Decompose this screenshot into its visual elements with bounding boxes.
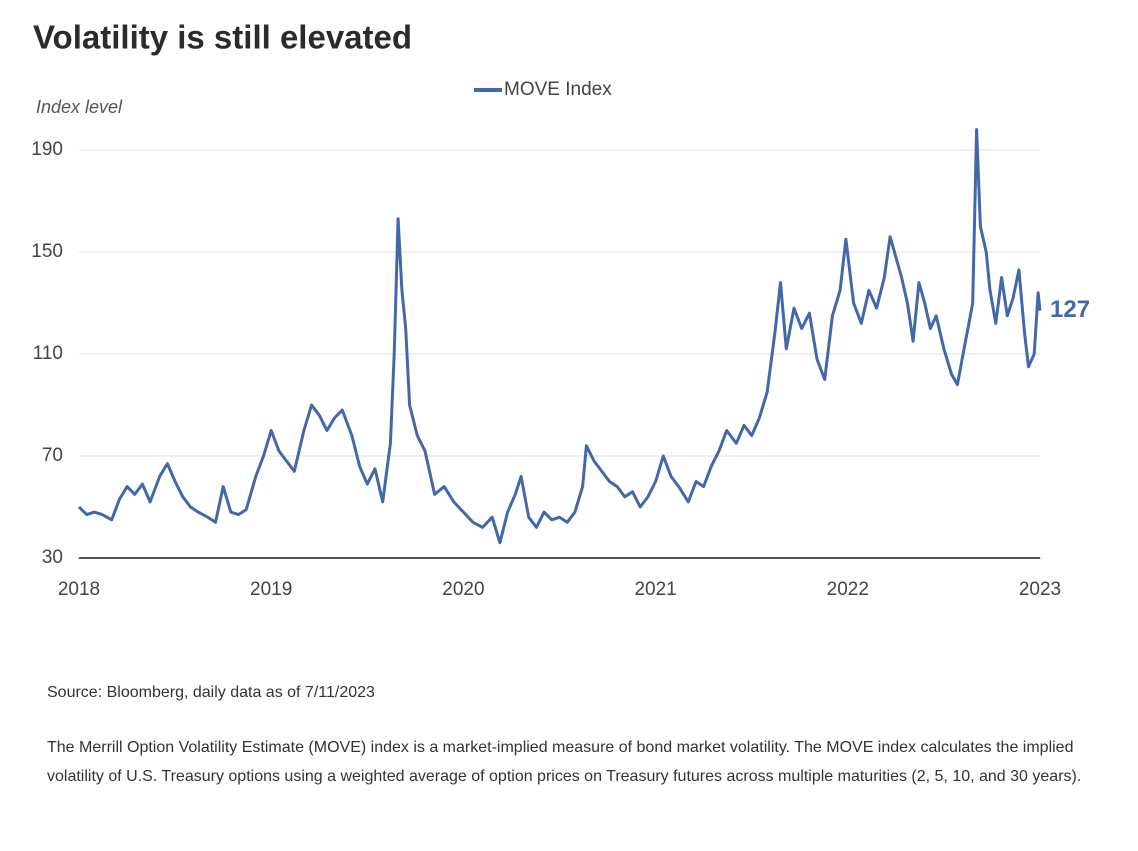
chart: Volatility is still elevated Index level… bbox=[31, 19, 1090, 600]
x-tick-label: 2020 bbox=[442, 579, 484, 600]
chart-title: Volatility is still elevated bbox=[33, 19, 412, 56]
y-tick-label: 150 bbox=[31, 241, 63, 262]
y-tick-label: 70 bbox=[42, 445, 63, 466]
x-tick-label: 2021 bbox=[634, 579, 676, 600]
legend: MOVE Index bbox=[474, 79, 612, 100]
y-axis-label: Index level bbox=[36, 97, 123, 117]
x-tick-label: 2019 bbox=[250, 579, 292, 600]
y-tick-label: 30 bbox=[42, 547, 63, 568]
x-tick-label: 2023 bbox=[1019, 579, 1061, 600]
y-tick-label: 190 bbox=[31, 139, 63, 160]
legend-label: MOVE Index bbox=[504, 79, 612, 100]
end-value-label: 127 bbox=[1050, 296, 1090, 323]
data-line bbox=[77, 128, 1042, 545]
x-tick-label: 2018 bbox=[58, 579, 100, 600]
description: The Merrill Option Volatility Estimate (… bbox=[47, 739, 1082, 785]
y-tick-label: 110 bbox=[33, 343, 63, 364]
source-note: Source: Bloomberg, daily data as of 7/11… bbox=[47, 684, 375, 701]
x-tick-label: 2022 bbox=[827, 579, 869, 600]
